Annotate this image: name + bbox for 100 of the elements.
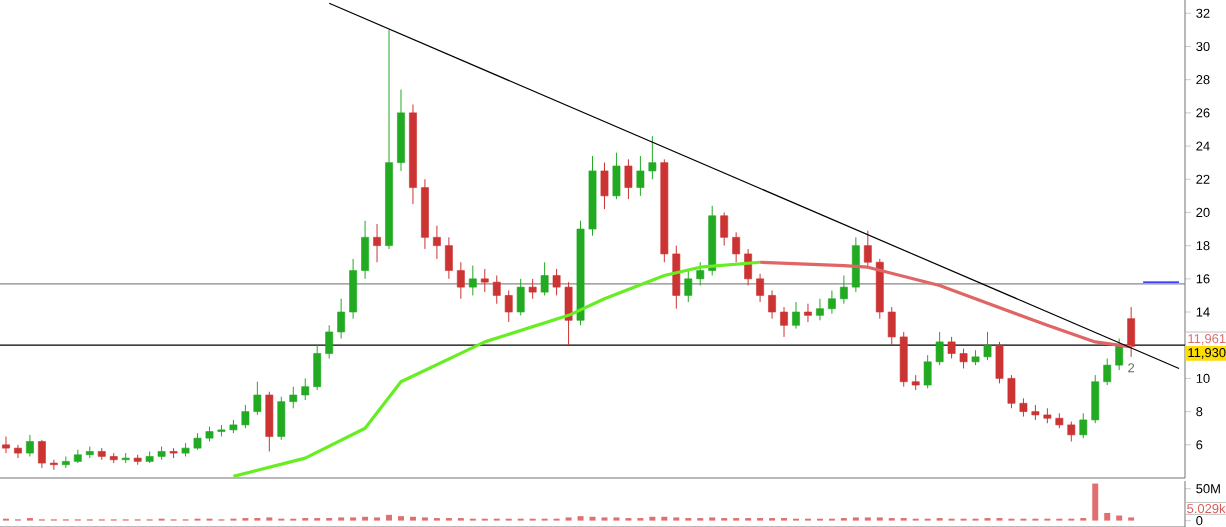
bar [254,518,261,521]
y-tick-label: 20 [1196,207,1210,218]
y-tick-label: 0 [1196,516,1203,526]
bar [685,518,692,521]
candlestick [780,306,788,338]
bar [314,518,321,521]
candlestick [289,386,298,409]
bar [649,516,656,521]
candlestick [828,289,836,315]
y-tick-label: 8 [1196,407,1203,417]
candlestick [983,331,992,361]
candlestick [959,348,968,369]
y-tick-label: 16 [1196,274,1210,284]
line-series [231,260,762,478]
y-tick-label: 10 [1196,373,1210,383]
candlestick [756,273,764,303]
bar [421,517,428,521]
candlestick [696,261,705,286]
y-tick-label: 24 [1196,141,1210,151]
candlestick [636,155,645,197]
bar [386,514,393,521]
bar [338,517,345,521]
candlestick [816,298,824,321]
bar [577,516,584,521]
bar [781,518,788,521]
bar [409,516,416,521]
y-tick-label: 32 [1196,8,1210,18]
candlestick [792,301,800,330]
text: 11,961 [1188,334,1226,345]
bar [589,516,596,521]
bar [457,518,464,521]
bar [398,516,404,521]
bar [888,518,895,521]
bar [876,517,883,521]
candlestick [325,324,334,359]
bar [445,518,452,521]
bar [1104,512,1111,521]
bar [864,517,871,521]
candlestick [373,223,381,263]
bar [673,517,680,521]
bar [1080,518,1087,521]
candlestick [768,289,776,320]
bar [326,518,333,521]
y-tick-label: 6 [1196,440,1203,450]
bar [302,518,309,521]
bar [374,517,381,521]
candlestick [1103,358,1112,386]
y-tick-label: 28 [1196,75,1210,85]
candlestick [241,404,250,429]
candlestick [253,381,262,416]
bar [721,518,728,521]
annotation: 2 [1128,363,1135,373]
text: 11,930 [1188,348,1226,359]
bar [565,517,572,521]
candlestick [540,261,549,296]
candlestick [1067,421,1076,442]
bar [769,518,776,521]
bar [1128,517,1135,521]
bar [996,518,1003,521]
candlestick [804,303,812,323]
bar [745,518,752,521]
bar [362,516,369,521]
candlestick [337,298,346,340]
candlestick [492,275,501,305]
candlestick [14,444,22,459]
bar [697,518,704,521]
bar [601,517,608,521]
y-tick-label: 26 [1196,108,1210,118]
candlestick [38,439,46,469]
text: 5.029k [1187,503,1226,514]
bar [613,517,620,521]
y-tick-label: 18 [1196,241,1210,251]
candlestick [480,268,489,293]
candlestick [26,434,34,457]
candlestick [49,459,58,471]
candlestick [552,268,561,296]
bar [242,518,249,521]
candlestick [528,278,537,300]
candlestick [504,289,513,323]
bar [433,518,440,521]
bar [733,518,740,521]
candlestick [732,231,741,263]
bar [637,518,644,521]
y-tick-label: 50M [1196,484,1220,494]
bar [1116,515,1123,521]
bar [852,517,859,521]
y-tick-label: 30 [1196,41,1210,52]
candlestick [648,135,657,180]
bar [1092,483,1099,521]
y-tick-label: 22 [1196,174,1210,184]
bar [936,518,943,521]
candlestick [1019,397,1028,418]
candlestick [468,265,477,296]
bar [26,518,33,521]
candlestick [935,331,944,366]
bar [900,518,907,521]
candlestick [1079,412,1088,439]
candlestick [839,275,848,305]
y-tick-label: 14 [1196,307,1210,317]
bar [661,516,668,521]
